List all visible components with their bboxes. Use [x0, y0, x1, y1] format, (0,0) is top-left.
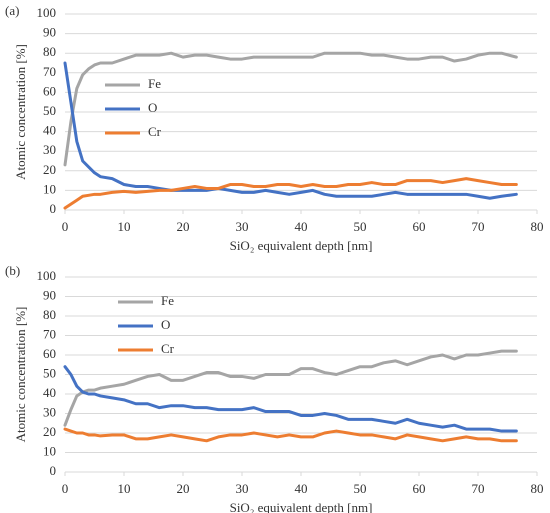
series-line — [63, 349, 518, 427]
x-tick-label: 40 — [295, 219, 308, 234]
legend-label: Cr — [148, 124, 162, 139]
y-tick-label: 10 — [43, 443, 56, 458]
x-axis-label: SiO₂ equivalent depth [nm] — [230, 238, 373, 253]
series-line — [63, 427, 518, 443]
x-tick-label: 50 — [354, 481, 367, 496]
x-tick-label: 60 — [413, 481, 426, 496]
x-tick-label: 10 — [118, 481, 131, 496]
y-tick-label: 50 — [43, 365, 56, 380]
y-tick-label: 30 — [43, 142, 56, 157]
y-tick-label: 20 — [43, 424, 56, 439]
y-tick-label: 100 — [37, 268, 57, 283]
x-tick-label: 70 — [472, 481, 485, 496]
x-tick-label: 70 — [472, 219, 485, 234]
y-tick-label: 60 — [43, 346, 56, 361]
x-tick-label: 40 — [295, 481, 308, 496]
x-tick-label: 30 — [236, 481, 249, 496]
legend-label: O — [161, 317, 170, 332]
y-tick-label: 70 — [43, 326, 56, 341]
panel-label: (a) — [5, 3, 19, 18]
x-tick-label: 10 — [118, 219, 131, 234]
series-line — [63, 51, 518, 167]
y-tick-label: 60 — [43, 83, 56, 98]
y-tick-label: 30 — [43, 404, 56, 419]
series-line — [63, 177, 518, 210]
y-tick-label: 90 — [43, 25, 56, 40]
x-tick-label: 30 — [236, 219, 249, 234]
y-tick-label: 100 — [37, 5, 57, 20]
y-tick-label: 20 — [43, 162, 56, 177]
y-tick-label: 70 — [43, 64, 56, 79]
x-tick-label: 20 — [177, 481, 190, 496]
x-axis-label: SiO₂ equivalent depth [nm] — [230, 500, 373, 513]
y-axis-label: Atomic concentration [%] — [13, 44, 28, 180]
y-tick-label: 90 — [43, 287, 56, 302]
legend-label: Fe — [161, 293, 174, 308]
x-tick-label: 20 — [177, 219, 190, 234]
series-line — [63, 61, 518, 200]
legend-label: Cr — [161, 341, 175, 356]
x-tick-label: 80 — [531, 219, 544, 234]
y-axis-label: Atomic concentration [%] — [13, 307, 28, 443]
y-tick-label: 10 — [43, 181, 56, 196]
legend-label: Fe — [148, 76, 161, 91]
x-tick-label: 50 — [354, 219, 367, 234]
y-tick-label: 40 — [43, 385, 56, 400]
panel-label: (b) — [5, 263, 20, 278]
y-tick-label: 50 — [43, 103, 56, 118]
legend-label: O — [148, 100, 157, 115]
x-tick-label: 60 — [413, 219, 426, 234]
y-tick-label: 80 — [43, 44, 56, 59]
x-tick-label: 0 — [62, 219, 69, 234]
y-tick-label: 0 — [50, 463, 57, 478]
y-tick-label: 40 — [43, 123, 56, 138]
x-tick-label: 80 — [531, 481, 544, 496]
series-line — [63, 365, 518, 433]
y-tick-label: 0 — [50, 201, 57, 216]
y-tick-label: 80 — [43, 307, 56, 322]
x-tick-label: 0 — [62, 481, 69, 496]
